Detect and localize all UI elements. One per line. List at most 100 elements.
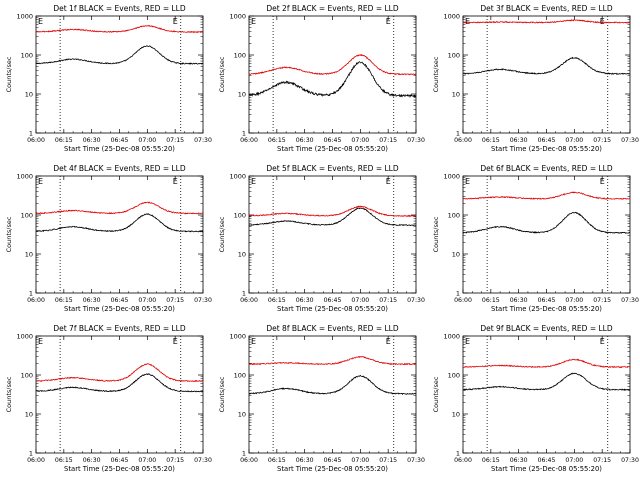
x-tick-label: 06:30 <box>510 137 528 144</box>
lld-series-line <box>35 363 204 383</box>
x-axis-label: Start Time (25-Dec-08 05:55:20) <box>64 305 175 313</box>
y-axis-label: Counts/sec <box>5 376 13 412</box>
y-tick-label: 1 <box>456 130 460 138</box>
detector-panel-2: Det 2f BLACK = Events, RED = LLD Counts/s… <box>213 0 426 160</box>
y-tick-label: 10 <box>238 411 246 419</box>
x-tick-label: 06:15 <box>268 137 286 144</box>
plot-frame <box>462 335 631 454</box>
chart-title: Det 9f BLACK = Events, RED = LLD <box>480 324 613 333</box>
x-axis-label: Start Time (25-Dec-08 05:55:20) <box>277 305 388 313</box>
lld-series-line <box>35 201 204 215</box>
events-series-line <box>35 373 204 393</box>
x-tick-label: 07:30 <box>194 137 212 144</box>
x-tick-label: 07:30 <box>407 297 425 304</box>
y-tick-label: 100 <box>21 52 33 60</box>
x-tick-label: 07:15 <box>379 137 397 144</box>
x-tick-label: 06:45 <box>111 457 129 464</box>
y-axis-label: Counts/sec <box>432 56 440 92</box>
x-tick-label: 06:45 <box>111 297 129 304</box>
x-tick-label: 07:15 <box>166 457 184 464</box>
x-tick-label: 07:30 <box>621 297 639 304</box>
y-tick-label: 10 <box>25 91 33 99</box>
x-tick-label: 07:00 <box>565 297 583 304</box>
x-tick-label: 06:30 <box>83 137 101 144</box>
x-axis-label: Start Time (25-Dec-08 05:55:20) <box>491 145 602 153</box>
plot-frame <box>35 335 204 454</box>
plot-frame <box>35 175 204 294</box>
lld-series-line <box>36 24 204 34</box>
y-tick-label: 1 <box>242 130 246 138</box>
y-tick-label: 1 <box>29 450 33 458</box>
y-axis-label: Counts/sec <box>218 376 226 412</box>
x-tick-label: 06:00 <box>240 457 258 464</box>
y-tick-label: 1 <box>29 130 33 138</box>
y-tick-label: 100 <box>21 212 33 220</box>
x-tick-label: 06:00 <box>27 457 45 464</box>
x-tick-label: 06:15 <box>482 457 500 464</box>
detector-panel-9: Det 9f BLACK = Events, RED = LLD Counts/s… <box>427 320 640 480</box>
marker-label: E <box>173 17 178 26</box>
y-tick-label: 10 <box>452 91 460 99</box>
chart-title: Det 6f BLACK = Events, RED = LLD <box>480 164 613 173</box>
chart-title: Det 2f BLACK = Events, RED = LLD <box>266 4 399 13</box>
x-tick-label: 07:00 <box>565 457 583 464</box>
detector-panel-6: Det 6f BLACK = Events, RED = LLD Counts/s… <box>427 160 640 320</box>
x-tick-label: 07:00 <box>138 297 156 304</box>
x-tick-label: 06:30 <box>83 457 101 464</box>
x-tick-label: 06:00 <box>454 137 472 144</box>
y-tick-label: 1 <box>456 450 460 458</box>
marker-label: E <box>600 177 605 186</box>
x-axis-label: Start Time (25-Dec-08 05:55:20) <box>64 145 175 153</box>
chart-title: Det 1f BLACK = Events, RED = LLD <box>53 4 186 13</box>
detector-plot-1: Det 1f BLACK = Events, RED = LLD Counts/s… <box>5 4 212 153</box>
x-axis-label: Start Time (25-Dec-08 05:55:20) <box>491 305 602 313</box>
events-series-line <box>248 61 417 99</box>
y-tick-label: 1 <box>29 290 33 298</box>
y-tick-label: 1 <box>242 290 246 298</box>
plot-frame <box>462 15 631 134</box>
y-axis-label: Counts/sec <box>5 216 13 252</box>
y-tick-label: 1000 <box>443 13 460 21</box>
events-series-line <box>462 56 631 75</box>
x-axis-label: Start Time (25-Dec-08 05:55:20) <box>64 465 175 473</box>
chart-title: Det 5f BLACK = Events, RED = LLD <box>266 164 399 173</box>
lld-series-line <box>248 53 417 76</box>
marker-label: E <box>386 17 391 26</box>
x-tick-label: 07:30 <box>407 137 425 144</box>
x-tick-label: 06:00 <box>240 297 258 304</box>
marker-label: E <box>173 177 178 186</box>
x-tick-label: 06:15 <box>268 457 286 464</box>
x-tick-label: 07:30 <box>621 457 639 464</box>
marker-label: E <box>251 17 256 26</box>
marker-label: E <box>38 337 43 346</box>
plot-frame <box>248 15 417 134</box>
y-tick-label: 100 <box>448 212 460 220</box>
y-tick-label: 100 <box>448 372 460 380</box>
y-tick-label: 100 <box>234 52 246 60</box>
y-tick-label: 10 <box>238 251 246 259</box>
plot-frame <box>35 15 204 134</box>
y-axis-label: Counts/sec <box>432 216 440 252</box>
marker-label: E <box>38 17 43 26</box>
detector-panel-5: Det 5f BLACK = Events, RED = LLD Counts/s… <box>213 160 426 320</box>
y-tick-label: 10 <box>452 411 460 419</box>
events-series-line <box>35 213 204 233</box>
events-series-line <box>248 374 417 395</box>
chart-title: Det 8f BLACK = Events, RED = LLD <box>266 324 399 333</box>
x-tick-label: 06:45 <box>538 137 556 144</box>
detector-plot-8: Det 8f BLACK = Events, RED = LLD Counts/s… <box>218 324 425 473</box>
y-tick-label: 1000 <box>229 13 246 21</box>
y-tick-label: 100 <box>21 372 33 380</box>
x-tick-label: 07:30 <box>194 297 212 304</box>
y-axis-label: Counts/sec <box>218 216 226 252</box>
y-tick-label: 1000 <box>16 173 33 181</box>
x-tick-label: 06:30 <box>296 137 314 144</box>
y-tick-label: 1000 <box>229 173 246 181</box>
x-tick-label: 07:15 <box>593 457 611 464</box>
x-tick-label: 07:30 <box>194 457 212 464</box>
x-tick-label: 06:15 <box>55 137 73 144</box>
detector-panel-7: Det 7f BLACK = Events, RED = LLD Counts/s… <box>0 320 213 480</box>
marker-label: E <box>173 337 178 346</box>
x-tick-label: 06:15 <box>55 457 73 464</box>
